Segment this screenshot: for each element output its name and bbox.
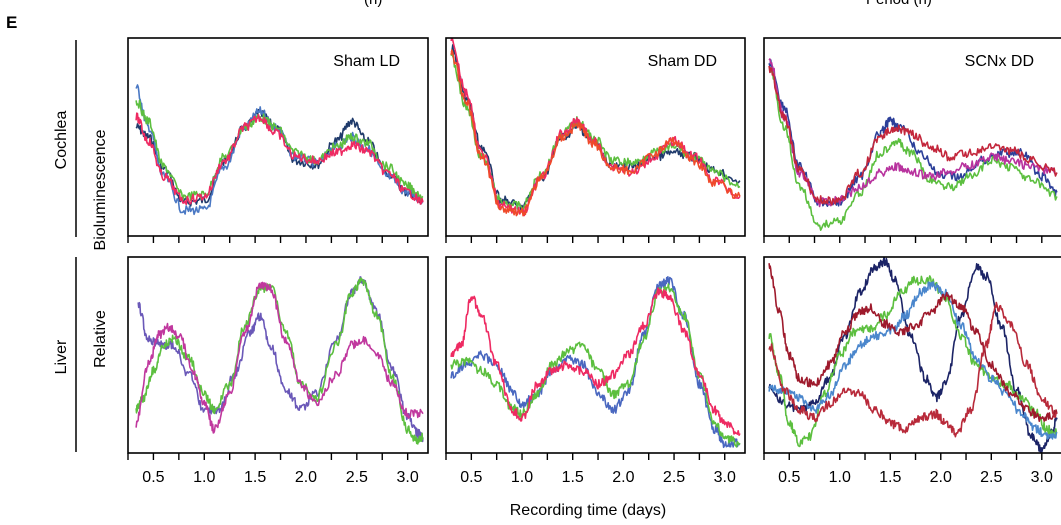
x-tick-label: 1.0	[829, 469, 851, 486]
x-tick-label: 0.5	[778, 469, 800, 486]
row-label-text: Liver	[53, 339, 70, 374]
panel-frame	[445, 37, 746, 237]
x-tick-label: 2.0	[295, 469, 317, 486]
data-line	[768, 263, 1058, 422]
data-line	[450, 287, 741, 436]
data-line	[135, 99, 424, 201]
series-group	[450, 38, 741, 217]
top-cut-label-right: Period (h)	[866, 0, 932, 8]
data-line	[768, 281, 1058, 440]
x-tick-label: 0.5	[460, 469, 482, 486]
y-axis-label-relative: Relative	[92, 310, 109, 368]
data-line	[768, 301, 1058, 438]
x-tick-label: 2.5	[346, 469, 368, 486]
chart-panels: Sham LD Sham DD SCNx DD0.5 1.0 1.5 2.0 2.5 3.0 0…	[127, 37, 1061, 486]
panel-frame	[445, 256, 746, 454]
panel-frame	[763, 256, 1061, 454]
panel-frame	[127, 37, 429, 237]
data-line	[137, 276, 424, 443]
x-axis-label: Recording time (days)	[510, 502, 667, 519]
x-tick-label: 1.0	[511, 469, 533, 486]
series-group	[768, 58, 1058, 231]
data-line	[135, 277, 424, 445]
panel-letter: E	[6, 13, 17, 32]
data-line	[768, 65, 1058, 206]
data-line	[135, 112, 424, 206]
panel-title: SCNx DD	[965, 53, 1034, 70]
x-tick-label: 0.5	[142, 469, 164, 486]
x-tick-label: 2.5	[980, 469, 1002, 486]
data-line	[450, 283, 741, 448]
series-group	[135, 276, 424, 445]
top-cut-label-left: (h)	[364, 0, 382, 8]
chart-panel: SCNx DD	[763, 37, 1061, 243]
data-line	[135, 281, 424, 434]
row-label-cochlea: Cochlea	[53, 40, 77, 237]
data-line	[450, 49, 741, 217]
chart-panel: 0.5 1.0 1.5 2.0 2.5 3.0	[763, 256, 1061, 486]
panel-frame	[763, 37, 1061, 237]
data-line	[768, 66, 1058, 231]
row-label-liver: Liver	[53, 257, 77, 452]
series-group	[135, 84, 424, 216]
row-label-text: Cochlea	[53, 111, 70, 170]
chart-panel: Sham LD	[127, 37, 429, 243]
panel-frame	[127, 256, 429, 454]
data-line	[768, 275, 1058, 448]
data-line	[450, 38, 741, 217]
x-tick-label: 2.5	[663, 469, 685, 486]
series-group	[768, 257, 1058, 453]
y-axis-label-bioluminescence: Bioluminescence	[92, 129, 109, 250]
chart-panel: 0.5 1.0 1.5 2.0 2.5 3.0	[445, 256, 746, 486]
x-tick-label: 1.5	[879, 469, 901, 486]
x-tick-label: 2.0	[930, 469, 952, 486]
panel-title: Sham DD	[648, 53, 717, 70]
x-tick-label: 3.0	[397, 469, 419, 486]
x-tick-label: 2.0	[612, 469, 634, 486]
x-tick-label: 3.0	[714, 469, 736, 486]
x-tick-label: 3.0	[1031, 469, 1053, 486]
data-line	[450, 52, 741, 211]
series-group	[450, 276, 741, 449]
panel-title: Sham LD	[333, 53, 400, 70]
chart-panel: Sham DD	[445, 37, 746, 243]
chart-panel: 0.5 1.0 1.5 2.0 2.5 3.0	[127, 256, 429, 486]
x-tick-label: 1.5	[562, 469, 584, 486]
x-tick-label: 1.0	[193, 469, 215, 486]
x-tick-label: 1.5	[244, 469, 266, 486]
